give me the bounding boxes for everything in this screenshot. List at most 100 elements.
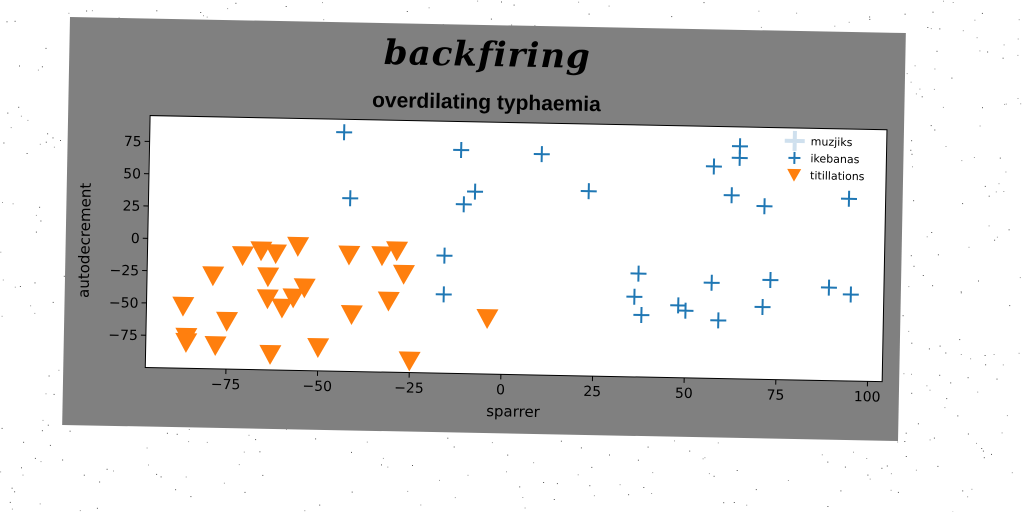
noise-speck [912,166,913,168]
noise-speck [1018,352,1020,354]
noise-speck [206,16,208,18]
noise-speck [869,16,871,18]
noise-speck [1017,54,1019,56]
noise-speck [156,473,158,475]
noise-speck [175,489,177,491]
noise-speck [262,474,264,476]
noise-speck [1005,103,1007,105]
noise-speck [733,502,735,503]
noise-speck [315,438,317,440]
noise-speck [2,279,4,281]
noise-speck [914,65,916,67]
noise-speck [238,464,240,466]
noise-speck [981,12,983,14]
ikebanas-point [703,274,720,291]
data-marks [172,124,859,372]
noise-speck [40,461,42,463]
noise-speck [323,19,325,21]
noise-speck [27,119,29,121]
noise-speck [967,377,969,379]
titillations-point [392,264,415,285]
titillations-point [265,244,287,265]
noise-speck [62,459,64,461]
noise-speck [41,66,43,68]
noise-speck [913,265,915,267]
noise-speck [60,140,61,141]
y-tick-label: −50 [109,295,139,312]
ikebanas-point [436,247,453,264]
y-tick-label: −25 [109,263,139,280]
noise-speck [926,385,928,387]
noise-speck [248,434,250,436]
noise-speck [21,467,22,469]
titillations-point [271,298,294,319]
noise-speck [406,11,408,12]
noise-speck [915,93,917,95]
noise-speck [200,12,202,13]
chart-figure: backfiring overdilating typhaemia −75 −50… [62,17,906,441]
noise-speck [998,183,1000,185]
noise-speck [755,489,757,491]
noise-speck [522,497,524,498]
noise-speck [543,482,545,483]
noise-speck [35,231,37,233]
noise-speck [987,51,989,53]
titillations-point [307,338,330,359]
ikebanas-point [467,183,484,200]
titillations-point [202,266,225,287]
noise-speck [982,107,983,109]
titillations-point [340,305,363,326]
noise-speck [160,476,162,478]
noise-speck [304,510,306,512]
noise-speck [556,483,558,485]
noise-speck [853,451,854,453]
noise-speck [7,112,9,114]
ikebanas-point [453,141,470,158]
noise-speck [591,466,593,468]
noise-speck [869,18,871,20]
noise-speck [467,474,469,476]
noise-speck [911,140,913,142]
noise-speck [19,65,20,67]
noise-speck [86,10,88,12]
noise-speck [945,146,947,147]
noise-speck [968,246,970,248]
noise-speck [932,285,934,287]
noise-speck [619,484,621,486]
noise-speck [934,68,936,70]
noise-speck [148,464,149,466]
noise-speck [185,476,187,478]
titillations-point [259,344,282,365]
y-tick-label: −75 [108,328,138,345]
noise-speck [671,16,673,18]
ikebanas-point [533,146,550,163]
noise-speck [939,374,941,376]
noise-speck [1003,191,1005,192]
noise-speck [952,2,954,3]
noise-speck [929,389,931,391]
noise-speck [40,220,42,222]
noise-speck [447,437,449,439]
noise-speck [608,5,610,7]
noise-speck [910,149,912,151]
noise-speck [39,206,41,208]
ikebanas-point [342,190,359,207]
noise-speck [758,10,760,12]
noise-speck [45,393,47,395]
ikebanas-point [842,286,859,303]
y-tick-label: 75 [124,134,142,150]
noise-speck [787,480,789,481]
ikebanas-point [677,302,694,319]
noise-speck [943,0,944,2]
noise-speck [9,501,11,503]
noise-speck [20,115,22,117]
titillations-point [204,336,227,357]
noise-speck [578,1,580,3]
noise-speck [942,106,944,108]
y-tick-label: 25 [122,199,140,215]
noise-speck [974,19,976,21]
noise-speck [490,18,492,20]
noise-speck [897,491,899,493]
ikebanas-point [633,306,650,324]
noise-speck [1,427,3,429]
